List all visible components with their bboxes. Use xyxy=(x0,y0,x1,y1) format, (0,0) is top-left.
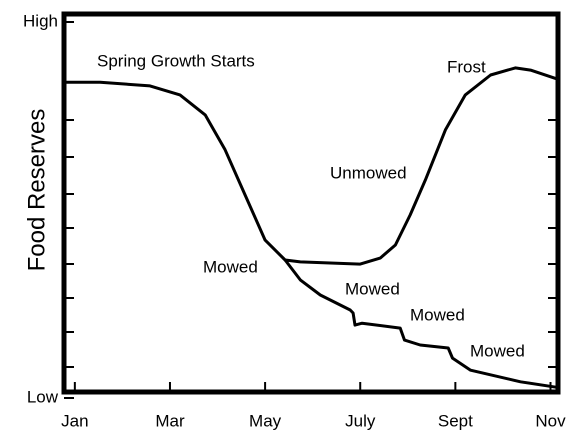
x-tick-label: Sept xyxy=(438,411,473,430)
line-series xyxy=(283,259,561,390)
frame-minor-ticks xyxy=(64,81,558,368)
x-tick-label: July xyxy=(345,411,376,430)
plot-frame xyxy=(61,11,561,395)
x-tick-label: Nov xyxy=(535,411,566,430)
y-tick-label: High xyxy=(23,11,58,30)
y-axis-title: Food Reserves xyxy=(23,109,50,272)
annotation: Frost xyxy=(447,57,486,76)
series-label: Mowed xyxy=(203,257,258,276)
x-tick-label: Jan xyxy=(61,411,88,430)
annotation: Mowed xyxy=(410,305,465,324)
y-tick-label: Low xyxy=(27,387,59,406)
annotation: Mowed xyxy=(345,279,400,298)
x-tick-label: May xyxy=(249,411,282,430)
line-series xyxy=(62,66,561,266)
x-tick-label: Mar xyxy=(155,411,185,430)
annotation: Spring Growth Starts xyxy=(97,51,255,70)
series-label: Unmowed xyxy=(330,163,407,182)
annotation: Mowed xyxy=(470,341,525,360)
